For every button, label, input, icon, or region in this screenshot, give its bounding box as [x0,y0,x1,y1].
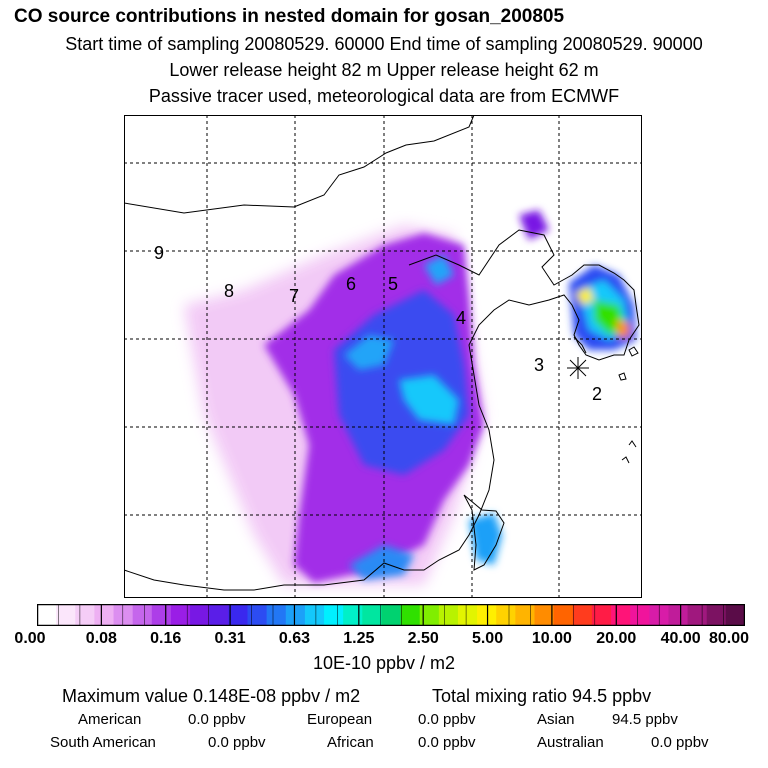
region-name: African [327,734,374,751]
region-name: European [307,711,373,728]
colorbar-cell [457,604,478,626]
region-value: 0.0 ppbv [651,734,709,751]
colorbar-cell [419,604,440,626]
colorbar-cell [190,604,210,626]
region-label-7: 7 [289,286,299,306]
region-name: American [78,711,142,728]
colorbar-cell [324,604,344,626]
region-name: Australian [537,734,604,751]
colorbar-cell [438,604,459,626]
colorbar-cell [534,604,555,626]
release-height-line: Lower release height 82 m Upper release … [169,60,599,80]
colorbar-tick-label: 1.25 [343,630,375,647]
colorbar-cell [247,604,268,626]
receptor-star-icon [567,357,589,379]
colorbar-unit: 10E-10 ppbv / m2 [312,653,456,673]
colorbar-cell [725,604,745,626]
colorbar-cell [553,604,574,626]
region-label-3: 3 [534,355,544,375]
colorbar-cell [113,604,134,626]
colorbar [37,604,745,626]
colorbar-cell [266,604,287,626]
colorbar-cell [228,604,249,626]
region-value: 0.0 ppbv [188,711,246,728]
colorbar-tick-label: 20.00 [596,630,637,647]
region-value: 0.0 ppbv [418,711,476,728]
region-label-2: 2 [592,384,602,404]
colorbar-cell [611,604,631,626]
lat-lon-grid [124,115,642,598]
colorbar-cell [515,604,536,626]
region-label-8: 8 [224,281,234,301]
colorbar-cell [343,604,363,626]
colorbar-tick-label: 5.00 [471,630,504,647]
region-label-5: 5 [388,274,398,294]
region-name: Asian [537,711,575,728]
concentration-map: 9 8 7 6 5 4 3 2 [124,115,642,598]
colorbar-cell [381,604,402,626]
maximum-value: Maximum value 0.148E-08 ppbv / m2 [62,686,361,706]
colorbar-cell [37,604,57,626]
colorbar-cell [75,604,96,626]
region-value: 0.0 ppbv [418,734,476,751]
colorbar-cell [304,604,325,626]
coastlines [124,115,640,591]
colorbar-tick-label: 0.31 [214,630,246,647]
colorbar-cell [56,604,76,626]
region-name: South American [50,734,156,751]
colorbar-tick-label: 10.00 [531,630,572,647]
korea-hotspot [569,265,636,350]
colorbar-cell [572,604,593,626]
colorbar-cell [400,604,421,626]
colorbar-cell [285,604,306,626]
colorbar-cell [170,604,191,626]
colorbar-tick-label: 80.00 [708,630,750,647]
colorbar-cell [687,604,708,626]
region-label-6: 6 [346,274,356,294]
colorbar-tick-label: 0.63 [278,630,311,647]
colorbar-cell [94,604,115,626]
region-value: 94.5 ppbv [612,711,678,728]
colorbar-cell [362,604,383,626]
plume-cyan [344,210,549,565]
colorbar-cell [496,604,516,626]
plot-title: CO source contributions in nested domain… [14,6,565,27]
colorbar-cell [132,604,153,626]
region-label-4: 4 [456,308,466,328]
sampling-time-line: Start time of sampling 20080529. 60000 E… [65,34,703,54]
colorbar-tick-label: 2.50 [407,630,439,647]
colorbar-cell [591,604,612,626]
tracer-info-line: Passive tracer used, meteorological data… [148,86,620,106]
colorbar-cell [668,604,689,626]
total-mixing-ratio: Total mixing ratio 94.5 ppbv [432,686,652,706]
colorbar-tick-label: 0.00 [14,630,46,647]
colorbar-tick-label: 0.08 [85,630,117,647]
colorbar-cell [706,604,727,626]
colorbar-cell [151,604,172,626]
colorbar-tick-label: 0.16 [150,630,182,647]
colorbar-tick-label: 40.00 [660,630,701,647]
colorbar-cell [630,604,650,626]
region-value: 0.0 ppbv [208,734,266,751]
region-label-9: 9 [154,243,164,263]
colorbar-cell [209,604,229,626]
